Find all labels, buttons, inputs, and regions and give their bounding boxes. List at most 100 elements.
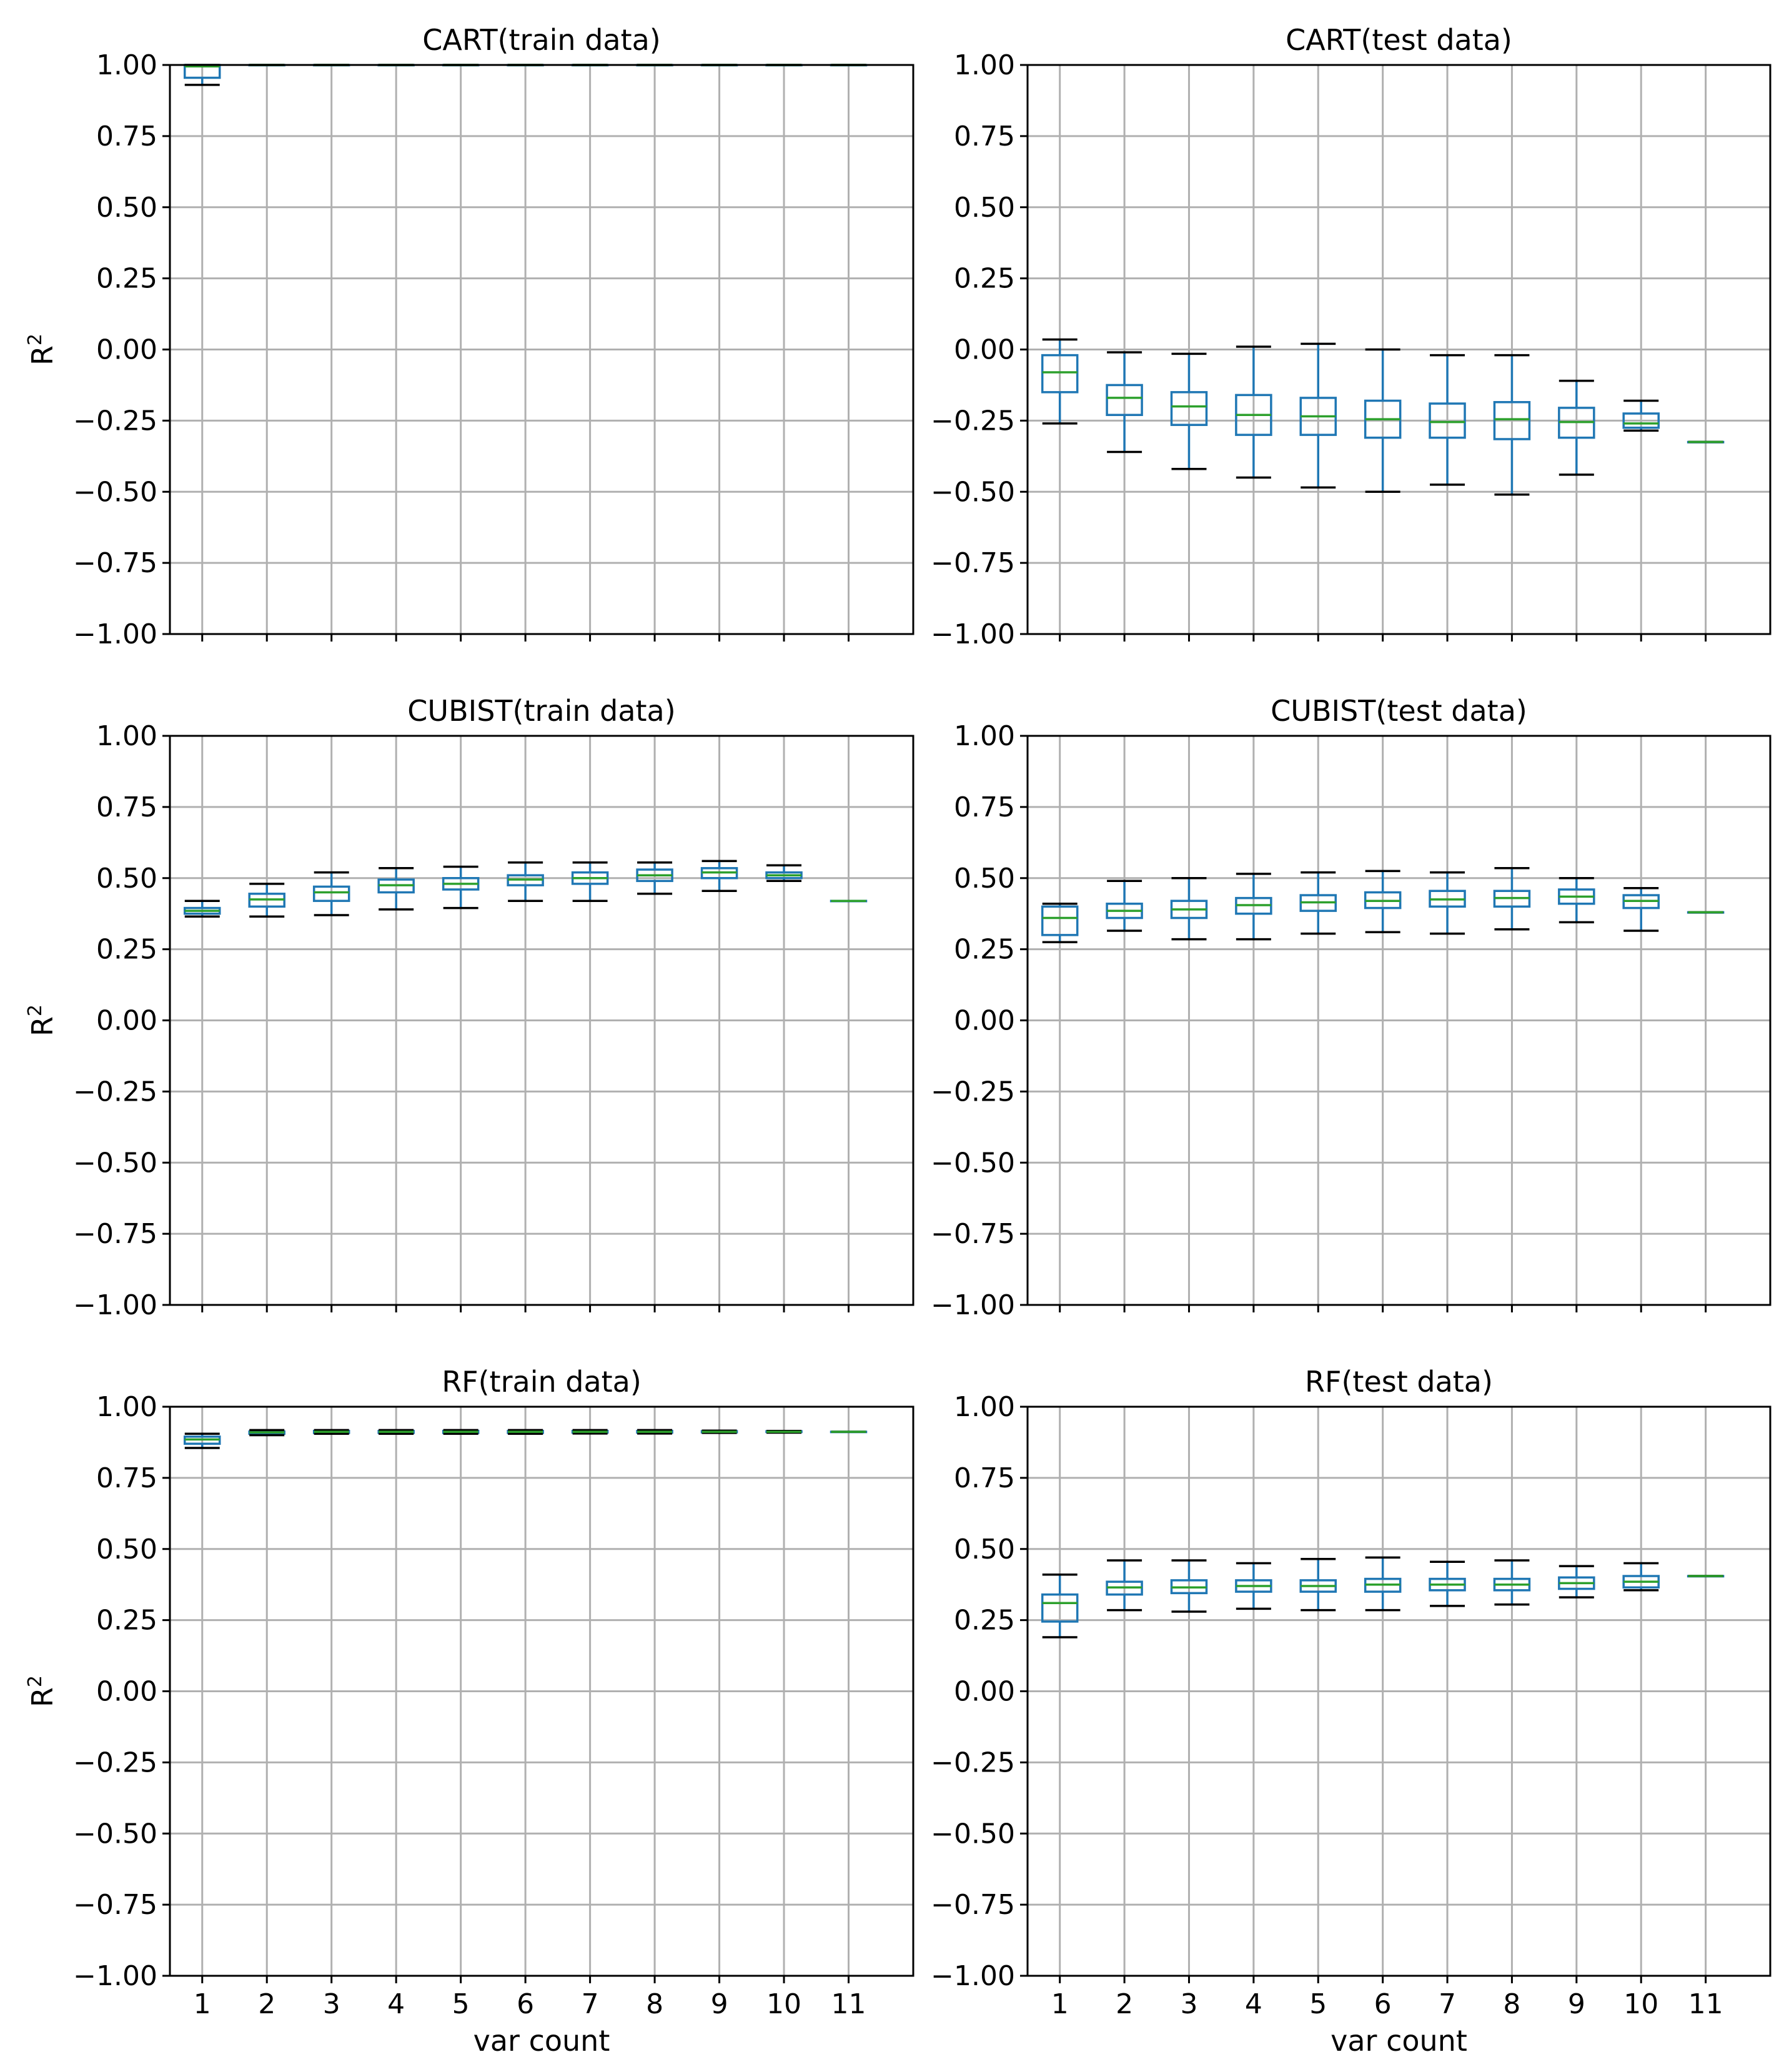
y-tick-label: 1.00 — [954, 720, 1015, 752]
y-tick-label: −0.25 — [931, 1076, 1015, 1108]
y-tick-label: 0.25 — [96, 1605, 157, 1637]
x-tick-label: 5 — [1309, 1988, 1327, 2020]
y-tick-label: −1.00 — [73, 618, 157, 650]
box-4 — [1235, 873, 1272, 941]
y-axis-label-superscript: 2 — [24, 1004, 46, 1016]
panel-5: 1 2 3 4 5 6 7 8 9 10 11 1.00 0.75 0.50 0.25 0.00 −0.25 −0… — [24, 1365, 914, 2058]
y-tick-label: −1.00 — [931, 1960, 1015, 1992]
y-axis-label-text: R — [26, 1687, 59, 1707]
axes-frame — [1026, 64, 1772, 635]
y-tick-label: −1.00 — [931, 1289, 1015, 1321]
box-9 — [1558, 1565, 1595, 1599]
box-1 — [1041, 338, 1079, 425]
y-axis-label-text: R — [26, 1016, 59, 1036]
box-5 — [1299, 342, 1337, 489]
box-8 — [1493, 867, 1531, 931]
y-tick-label: 1.00 — [96, 720, 157, 752]
box-3 — [312, 1429, 350, 1435]
x-tick-label: 2 — [258, 1988, 275, 2020]
panel-3: 1.00 0.75 0.50 0.25 0.00 −0.25 −0.50 −0.75 −1.00… — [24, 694, 914, 1321]
box-4 — [1235, 345, 1272, 479]
box-iqr — [312, 885, 350, 902]
box-iqr — [1170, 391, 1208, 426]
box-2 — [1106, 880, 1143, 932]
y-tick-label: 0.50 — [96, 1534, 157, 1565]
box-11 — [1687, 440, 1725, 444]
box-11 — [1687, 1575, 1725, 1578]
y-tick-label: −1.00 — [931, 618, 1015, 650]
box-9 — [700, 1429, 738, 1434]
box-iqr — [1493, 401, 1531, 440]
box-6 — [507, 861, 544, 902]
x-tick-label: 8 — [1503, 1988, 1520, 2020]
y-tick-label: −0.50 — [931, 476, 1015, 508]
box-1 — [1041, 902, 1079, 943]
x-tick-label: 5 — [452, 1988, 470, 2020]
y-tick-label: 0.00 — [96, 1005, 157, 1037]
y-tick-label: −0.50 — [73, 476, 157, 508]
box-iqr — [1429, 402, 1466, 439]
y-tick-label: 0.00 — [96, 1676, 157, 1708]
y-tick-label: −0.50 — [73, 1147, 157, 1179]
y-tick-label: 0.25 — [96, 934, 157, 966]
box-iqr — [1106, 384, 1143, 417]
y-tick-label: 0.75 — [954, 791, 1015, 823]
box-8 — [1493, 354, 1531, 496]
y-tick-label: 0.25 — [96, 263, 157, 295]
y-tick-label: 0.50 — [96, 192, 157, 224]
y-axis-label: R2 — [24, 334, 59, 365]
x-tick-label: 7 — [1439, 1988, 1456, 2020]
box-1 — [183, 900, 221, 918]
y-tick-label: 0.50 — [954, 863, 1015, 895]
x-tick-label: 3 — [1180, 1988, 1197, 2020]
box-4 — [377, 867, 415, 911]
box-2 — [1106, 351, 1143, 454]
y-tick-label: 1.00 — [96, 1391, 157, 1423]
y-tick-label: −0.25 — [73, 1747, 157, 1778]
y-tick-label: −0.50 — [73, 1818, 157, 1850]
x-tick-label: 8 — [646, 1988, 663, 2020]
y-tick-label: 0.25 — [954, 934, 1015, 966]
x-tick-label: 7 — [582, 1988, 599, 2020]
x-tick-label: 9 — [711, 1988, 728, 2020]
box-9 — [1558, 379, 1595, 476]
box-11 — [1687, 911, 1725, 914]
panel-4: 1.00 0.75 0.50 0.25 0.00 −0.25 −0.50 −0.75 −1.00… — [931, 694, 1772, 1321]
box-6 — [507, 1429, 544, 1435]
y-tick-label: −1.00 — [73, 1289, 157, 1321]
box-7 — [1429, 354, 1466, 486]
panel-2: 1.00 0.75 0.50 0.25 0.00 −0.25 −0.50 −0.75 −1.00… — [931, 23, 1772, 650]
box-3 — [1170, 352, 1208, 470]
y-tick-label: −1.00 — [73, 1960, 157, 1992]
x-tick-label: 6 — [517, 1988, 534, 2020]
box-8 — [636, 1429, 673, 1435]
y-axis-label: R2 — [24, 1675, 59, 1707]
y-tick-label: −0.75 — [931, 547, 1015, 579]
y-tick-label: −0.75 — [931, 1218, 1015, 1250]
box-8 — [636, 861, 673, 895]
y-axis-label-superscript: 2 — [24, 1675, 46, 1687]
box-4 — [377, 1429, 415, 1435]
x-tick-label: 9 — [1568, 1988, 1585, 2020]
y-tick-label: −0.25 — [73, 1076, 157, 1108]
x-tick-label: 3 — [323, 1988, 340, 2020]
panel-6: 1 2 3 4 5 6 7 8 9 10 11 1.00 0.75 0.50 0.25 0.00 −0.25 −0… — [931, 1365, 1772, 2058]
axes-frame — [169, 64, 914, 635]
x-tick-label: 1 — [194, 1988, 211, 2020]
y-tick-label: −0.75 — [931, 1889, 1015, 1921]
y-tick-label: 1.00 — [954, 49, 1015, 81]
x-tick-label: 1 — [1051, 1988, 1069, 2020]
x-tick-label: 4 — [387, 1988, 405, 2020]
y-axis-label: R2 — [24, 1004, 59, 1036]
box-6 — [1364, 348, 1402, 493]
y-tick-label: −0.25 — [931, 1747, 1015, 1778]
box-7 — [1429, 871, 1466, 935]
y-tick-label: 0.75 — [954, 1462, 1015, 1494]
y-tick-label: 0.75 — [96, 791, 157, 823]
panel-1: 1.00 0.75 0.50 0.25 0.00 −0.25 −0.50 −0.75 −1.00… — [24, 23, 914, 650]
box-10 — [765, 864, 803, 883]
x-tick-label: 2 — [1116, 1988, 1133, 2020]
y-tick-label: 0.25 — [954, 263, 1015, 295]
y-tick-label: 0.25 — [954, 1605, 1015, 1637]
